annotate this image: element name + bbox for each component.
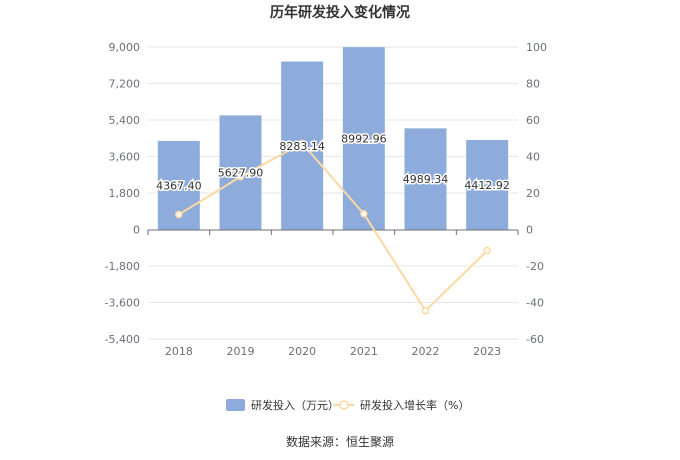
line-point [360,210,368,218]
x-tick-label: 2023 [473,345,501,358]
line-point [421,306,430,315]
axes: 9,000 7,200 5,400 3,600 1,800 0 -1,800 -3,600 -5… [105,41,547,358]
line-point [298,139,306,148]
y-right-tick-label: -60 [526,333,544,346]
data-labels: 4367.40 5627.90 8283.14 8992.96 4989.34 4412.… [155,131,512,194]
line-point [483,246,491,255]
source-note: 数据来源：恒生聚源 [286,434,394,449]
bar-series [157,47,509,230]
legend-label: 研发投入（万元） [251,398,339,412]
line-point [236,173,245,181]
legend-label: 研发投入增长率（%） [360,398,469,412]
y-right-tick-label: -40 [526,297,544,310]
bar [219,115,262,230]
bar-value-label: 8992.96 [341,133,387,146]
chart-title: 历年研发投入变化情况 [270,4,410,21]
x-tick-label: 2022 [412,345,440,358]
growth-rate-line [178,142,488,313]
legend-swatch-bar [226,399,245,411]
y-left-tick-label: -5,400 [105,333,140,346]
grid-lines [148,46,518,340]
y-right-tick-label: -20 [526,260,544,273]
y-left-tick-label: 7,200 [109,78,141,91]
y-right-tick-label: 20 [526,187,540,200]
y-right-tick-label: 40 [526,151,540,164]
bar-value-label: 5627.90 [218,167,264,180]
bar-value-label: 4989.34 [403,173,449,186]
y-left-tick-label: -1,800 [105,260,140,273]
y-left-tick-label: 3,600 [109,151,141,164]
y-left-tick-label: 1,800 [109,187,141,200]
x-tick-label: 2021 [350,345,378,358]
x-tick-label: 2018 [165,345,193,358]
y-left-tick-label: -3,600 [105,297,140,310]
legend: 研发投入（万元） 研发投入增长率（%） [226,398,469,412]
y-left-tick-label: 5,400 [109,114,141,127]
bar [466,140,509,230]
y-left-tick-label: 9,000 [109,41,141,54]
line-series [175,139,491,315]
bar-value-label: 4367.40 [156,179,202,192]
y-right-tick-label: 80 [526,78,540,91]
bar [404,128,447,230]
line-point [175,210,183,219]
x-tick-label: 2019 [227,345,255,358]
bar-value-label: 4412.92 [464,179,510,192]
x-tick-label: 2020 [288,345,316,358]
y-right-tick-label: 60 [526,114,540,127]
bar [342,47,385,230]
legend-swatch-point [339,400,349,410]
y-right-tick-label: 100 [526,41,547,54]
bar-value-label: 8283.14 [279,140,325,153]
y-left-tick-label: 0 [133,224,140,237]
y-right-tick-label: 0 [526,224,533,237]
